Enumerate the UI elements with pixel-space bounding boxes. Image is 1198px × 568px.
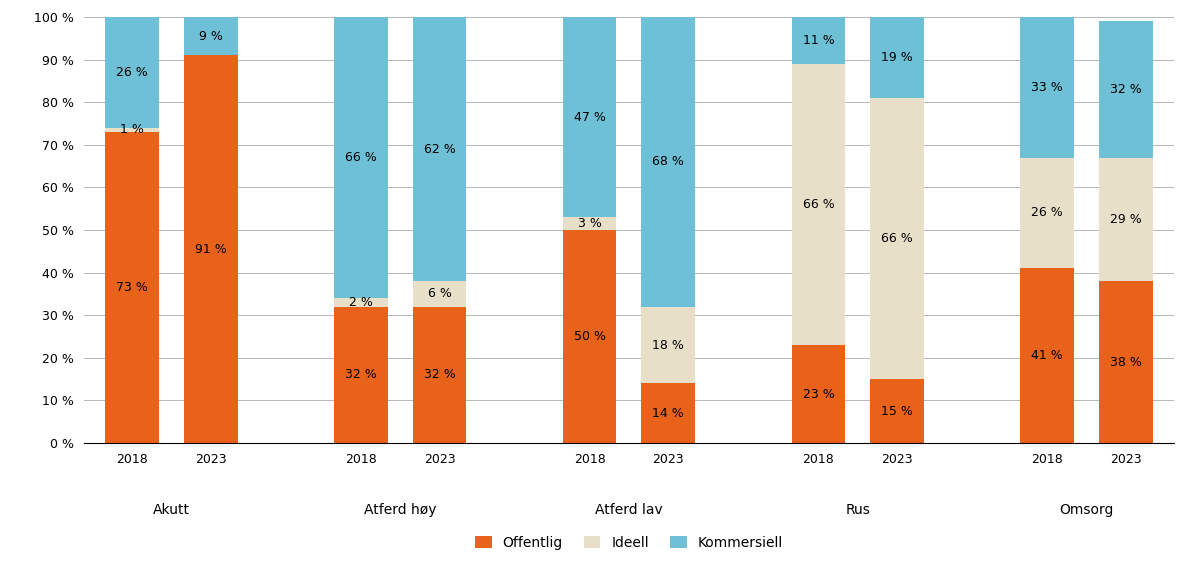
Bar [1099,157,1152,281]
Text: 9 %: 9 % [199,30,223,43]
Bar [184,17,237,55]
Text: Akutt: Akutt [153,503,190,517]
Text: 68 %: 68 % [653,156,684,168]
Text: 18 %: 18 % [653,339,684,352]
Bar [870,98,924,379]
Bar [870,379,924,443]
Text: 32 %: 32 % [424,369,455,381]
Bar [105,128,159,132]
Text: 26 %: 26 % [1031,207,1063,219]
Text: 14 %: 14 % [653,407,684,420]
Bar [641,17,695,307]
Text: 41 %: 41 % [1031,349,1063,362]
Bar [1021,157,1073,269]
Bar [184,55,237,443]
Text: 23 %: 23 % [803,387,834,400]
Text: 50 %: 50 % [574,330,606,343]
Bar [870,17,924,98]
Bar [641,307,695,383]
Text: Rus: Rus [846,503,870,517]
Bar [1021,17,1073,157]
Text: Atferd høy: Atferd høy [364,503,436,517]
Text: 47 %: 47 % [574,111,605,124]
Bar [563,217,617,230]
Bar [641,383,695,443]
Legend: Offentlig, Ideell, Kommersiell: Offentlig, Ideell, Kommersiell [470,531,788,556]
Bar [334,298,388,307]
Bar [105,17,159,128]
Bar [563,230,617,443]
Text: 33 %: 33 % [1031,81,1063,94]
Bar [792,345,846,443]
Bar [1099,21,1152,157]
Text: 11 %: 11 % [803,34,834,47]
Bar [792,17,846,64]
Bar [105,132,159,443]
Text: 66 %: 66 % [345,151,376,164]
Text: 2 %: 2 % [349,296,373,309]
Text: 19 %: 19 % [882,51,913,64]
Bar [1099,281,1152,443]
Bar [412,281,466,307]
Text: 26 %: 26 % [116,66,149,79]
Text: 66 %: 66 % [882,232,913,245]
Text: 91 %: 91 % [195,243,226,256]
Text: 15 %: 15 % [881,404,913,417]
Bar [1021,269,1073,443]
Text: 32 %: 32 % [345,369,376,381]
Text: 3 %: 3 % [577,217,601,230]
Bar [412,17,466,281]
Bar [792,64,846,345]
Text: 6 %: 6 % [428,287,452,300]
Text: 73 %: 73 % [116,281,149,294]
Text: 32 %: 32 % [1109,83,1142,96]
Text: 62 %: 62 % [424,143,455,156]
Text: 38 %: 38 % [1109,356,1142,369]
Bar [334,17,388,298]
Bar [334,307,388,443]
Text: 29 %: 29 % [1109,213,1142,226]
Text: 1 %: 1 % [120,123,144,136]
Bar [412,307,466,443]
Bar [563,17,617,217]
Text: 66 %: 66 % [803,198,834,211]
Text: Omsorg: Omsorg [1059,503,1114,517]
Text: Atferd lav: Atferd lav [595,503,662,517]
